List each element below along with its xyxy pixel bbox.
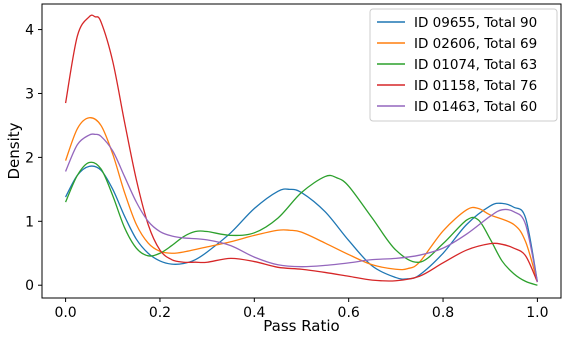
series-layer [64,14,539,286]
x-tick-label: 0.2 [149,305,171,321]
legend-label: ID 01074, Total 63 [414,57,537,73]
y-axis-label: Density [5,122,23,179]
legend-label: ID 01463, Total 60 [414,99,537,115]
legend-label: ID 09655, Total 90 [414,15,537,31]
y-tick-label: 0 [25,278,34,294]
y-tick-label: 3 [25,86,34,102]
ticks-layer: 0.0 0.2 0.4 0.6 0.8 1.0 0 1 2 3 4 [25,23,548,321]
legend: ID 09655, Total 90 ID 02606, Total 69 ID 0… [369,8,558,122]
plot-frame [41,3,562,299]
series-line-3 [64,161,538,286]
series-line-2 [64,117,539,283]
series-line-1 [65,165,539,283]
legend-label: ID 02606, Total 69 [414,36,537,52]
y-tick-label: 2 [25,150,34,166]
y-tick-label: 1 [25,214,34,230]
legend-box [369,8,558,122]
x-tick-label: 0.0 [54,305,76,321]
x-tick-label: 0.4 [243,305,265,321]
x-axis-label: Pass Ratio [263,317,339,335]
legend-label: ID 01158, Total 76 [414,78,537,94]
series-line-4 [64,14,539,283]
y-tick-label: 4 [25,23,34,39]
x-tick-label: 0.8 [432,305,454,321]
series-line-5 [64,133,539,283]
x-tick-label: 0.6 [338,305,360,321]
x-tick-label: 1.0 [526,305,548,321]
